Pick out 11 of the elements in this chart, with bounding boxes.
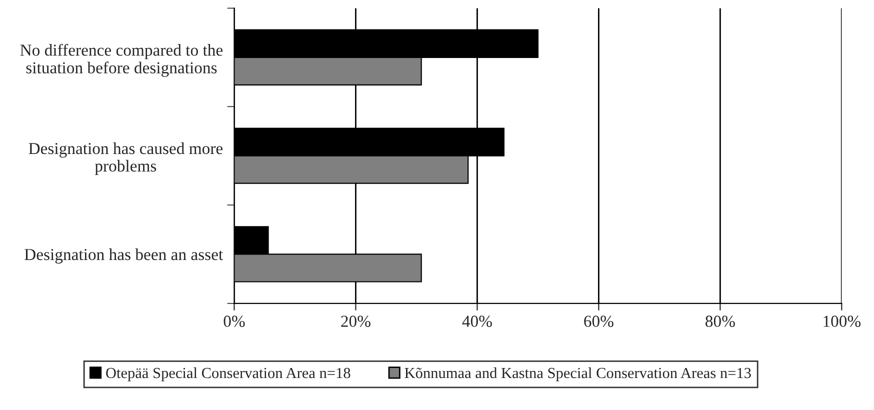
legend-label: Kõnnumaa and Kastna Special Conservation Areas n=13 xyxy=(404,367,751,382)
y-tick-label: No difference compared to the situation before designations xyxy=(20,44,223,77)
y-tick-label: Designation has been an asset xyxy=(24,248,224,264)
x-tick-label: 60% xyxy=(584,316,614,327)
y-tick-label: Designation has caused more problems xyxy=(28,142,223,176)
x-tick-label: 0% xyxy=(224,316,245,327)
x-tick-label: 20% xyxy=(341,316,370,327)
x-tick-label: 100% xyxy=(824,316,861,327)
x-tick-label: 40% xyxy=(462,316,492,327)
legend-label: Otepää Special Conservation Area n=18 xyxy=(106,367,350,382)
x-tick-label: 80% xyxy=(706,316,735,327)
